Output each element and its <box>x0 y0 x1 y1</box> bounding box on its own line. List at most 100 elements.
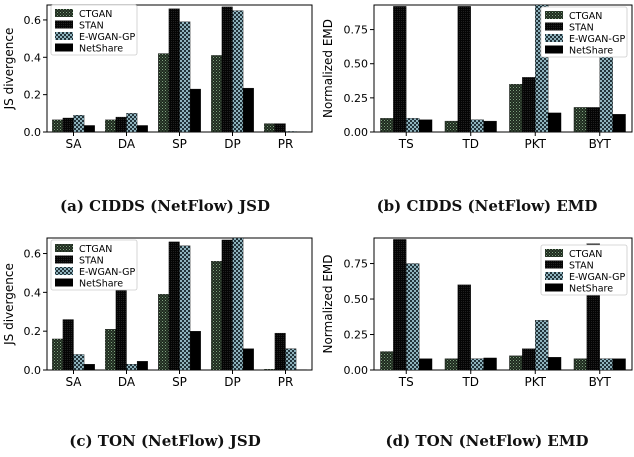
bar-stan <box>168 8 180 133</box>
bar-netshare <box>295 369 307 371</box>
legend-swatch <box>545 45 563 54</box>
legend-swatch <box>55 255 73 264</box>
bar-netshare <box>189 331 201 371</box>
y-axis-label: Normalized EMD <box>321 19 335 118</box>
y-tick-label: 0.0 <box>24 126 42 139</box>
bar-stan <box>115 116 127 133</box>
bar-netshare <box>548 357 562 371</box>
legend-swatch <box>55 9 73 17</box>
legend-swatch <box>55 32 73 40</box>
chart-panel-c: 0.0 0.2 0.4 0.6 JS divergence SA DA SP DP PR CTGAN… <box>2 237 313 389</box>
legend-box <box>50 239 138 291</box>
bar-e-wgan-gp <box>179 21 191 133</box>
bar-netshare <box>418 358 433 371</box>
y-tick-label: 0.00 <box>344 364 369 377</box>
legend-swatch <box>545 260 563 269</box>
x-tick-label: BYT <box>589 375 612 389</box>
bar-stan <box>221 6 233 133</box>
bar-ctgan <box>380 118 394 133</box>
legend-label: NetShare <box>569 284 613 295</box>
y-tick-label: 0.75 <box>344 258 369 271</box>
x-tick-label: TS <box>398 137 414 151</box>
bar-netshare <box>242 348 254 371</box>
bar-ctgan <box>444 358 459 371</box>
legend-label: E-WGAN-GP <box>79 267 136 278</box>
bar-ctgan <box>444 120 459 133</box>
legend-swatch <box>545 22 563 31</box>
y-axis-label: Normalized EMD <box>321 254 335 353</box>
legend-swatch <box>545 11 563 19</box>
bar-e-wgan-gp <box>232 10 244 133</box>
legend-label: E-WGAN-GP <box>79 32 136 43</box>
bar-netshare <box>136 361 148 371</box>
bar-netshare <box>136 125 148 133</box>
legend-label: NetShare <box>569 46 613 57</box>
legend-swatch <box>55 278 73 287</box>
bar-e-wgan-gp <box>285 131 297 133</box>
legend-label: CTGAN <box>569 249 602 260</box>
x-tick-label: DP <box>224 375 240 389</box>
legend-swatch <box>55 20 73 29</box>
bar-netshare <box>483 357 497 371</box>
bar-ctgan <box>211 261 223 371</box>
bar-stan <box>115 282 127 371</box>
bar-ctgan <box>573 107 588 133</box>
legend-box <box>540 6 628 58</box>
bar-stan <box>168 241 180 371</box>
legend-swatch <box>55 244 73 252</box>
bar-stan <box>457 6 471 133</box>
y-axis-label: JS divergence <box>2 28 16 111</box>
y-tick-label: 0.25 <box>344 92 369 105</box>
legend-swatch <box>55 267 73 275</box>
bar-stan <box>274 332 286 371</box>
bar-netshare <box>612 358 626 371</box>
bar-ctgan <box>264 123 276 133</box>
bar-netshare <box>548 112 562 133</box>
x-tick-label: TD <box>461 375 479 389</box>
legend-label: CTGAN <box>79 9 112 20</box>
bar-stan <box>274 123 286 133</box>
caption-b: (b) CIDDS (NetFlow) EMD <box>376 197 598 215</box>
bar-ctgan <box>573 358 588 371</box>
legend-swatch <box>545 272 563 280</box>
chart-panel-d: 0.00 0.25 0.50 0.75 Normalized EMD TS TD PKT BYT… <box>321 237 633 389</box>
bar-ctgan <box>509 355 523 371</box>
legend-swatch <box>545 34 563 42</box>
y-tick-label: 0.0 <box>24 364 42 377</box>
bar-stan <box>62 319 74 371</box>
bar-e-wgan-gp <box>179 245 191 371</box>
y-tick-label: 0.6 <box>24 14 42 27</box>
bar-netshare <box>83 364 95 371</box>
bar-ctgan <box>158 294 170 371</box>
chart-panel-b: 0.00 0.25 0.50 0.75 Normalized EMD TS TD PKT BYT… <box>321 4 633 151</box>
caption-a: (a) CIDDS (NetFlow) JSD <box>60 197 270 215</box>
y-tick-label: 0.4 <box>24 286 42 299</box>
bar-ctgan <box>264 369 276 371</box>
legend-swatch <box>545 283 563 292</box>
x-tick-label: PKT <box>524 375 546 389</box>
legend-swatch <box>55 43 73 52</box>
x-tick-label: SP <box>172 137 187 151</box>
bar-stan <box>393 6 407 133</box>
y-tick-label: 0.2 <box>24 89 42 102</box>
chart-panel-a: 0.0 0.2 0.4 0.6 JS divergence SA DA SP DP PR CTGAN… <box>2 4 313 151</box>
y-tick-label: 0.00 <box>344 126 369 139</box>
bar-ctgan <box>105 329 117 371</box>
bar-e-wgan-gp <box>285 348 297 371</box>
bar-e-wgan-gp <box>406 263 420 371</box>
y-tick-label: 0.2 <box>24 325 42 338</box>
y-tick-label: 0.6 <box>24 248 42 261</box>
legend-label: STAN <box>569 23 594 34</box>
x-tick-label: PKT <box>524 137 546 151</box>
legend-label: STAN <box>79 256 104 267</box>
bar-e-wgan-gp <box>406 118 420 133</box>
caption-d: (d) TON (NetFlow) EMD <box>385 432 589 450</box>
bar-netshare <box>295 131 307 133</box>
legend-label: CTGAN <box>569 11 602 22</box>
x-tick-label: TD <box>461 137 479 151</box>
bar-e-wgan-gp <box>73 115 85 133</box>
caption-c: (c) TON (NetFlow) JSD <box>69 432 261 450</box>
